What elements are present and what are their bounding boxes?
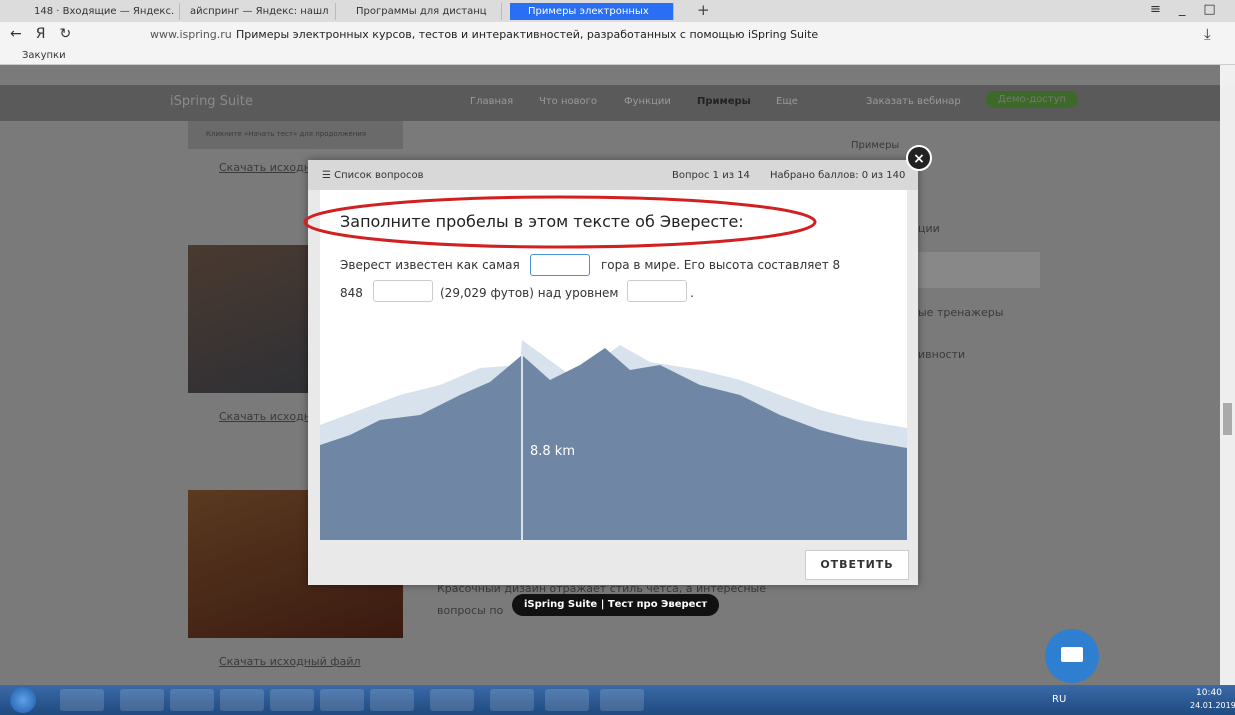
task[interactable] [270,689,314,711]
task[interactable] [430,689,474,711]
bookmark[interactable]: Закупки [22,50,66,61]
quiz-header: ☰ Список вопросов Вопрос 1 из 14 Набрано… [308,160,918,190]
side-text: ции [918,222,940,235]
description: вопросы по [437,604,503,617]
task[interactable] [545,689,589,711]
score: Набрано баллов: 0 из 140 [770,170,905,181]
nav-link[interactable]: Главная [470,96,513,107]
nav-link[interactable]: Еще [776,96,798,107]
site-header: iSpring Suite Главная Что нового Функции… [0,85,1220,121]
tab[interactable]: Примеры электронных [510,3,674,20]
download-button[interactable]: ⤓ [1204,25,1211,43]
side-text: Примеры [851,140,899,151]
logo[interactable]: iSpring Suite [170,94,253,109]
tab-bar: 148 · Входящие — Яндекс. айспринг — Янде… [0,0,1235,22]
text-part: гора в мире. Его высота составляет 8 [601,258,840,272]
height-label: 8.8 km [530,444,575,459]
screen: {"browser": {"tabs": ["148 · Входящие — … [0,0,1235,715]
side-highlight [918,252,1040,288]
task[interactable] [60,689,104,711]
task[interactable] [170,689,214,711]
new-tab[interactable]: + [697,1,710,19]
side-text: ивности [918,348,965,361]
hint: Кликните «Начать тест» для продолжения [206,130,366,138]
questions-list-label: Список вопросов [334,170,423,181]
task[interactable] [490,689,534,711]
taskbar: RU 10:40 24.01.2019 [0,685,1235,715]
blank-input[interactable] [627,280,687,302]
page-title: Примеры электронных курсов, тестов и инт… [236,28,818,41]
task[interactable] [320,689,364,711]
hint-box: Кликните «Начать тест» для продолжения [188,121,403,149]
text-part: . [690,286,694,300]
nav-buttons[interactable]: ←Я↻ [10,26,85,42]
task[interactable] [220,689,264,711]
nav-link[interactable]: Примеры [697,96,751,107]
tab[interactable]: 148 · Входящие — Яндекс. [16,3,180,20]
tab[interactable]: Программы для дистанц [338,3,502,20]
date: 24.01.2019 [1190,701,1235,710]
time: 10:40 [1196,688,1222,698]
start-button[interactable] [10,687,36,713]
task[interactable] [120,689,164,711]
question: Заполните пробелы в этом тексте об Эвере… [340,212,744,231]
tooltip: iSpring Suite | Тест про Эверест [512,594,719,616]
scrollbar [1220,85,1235,685]
nav-link[interactable]: Функции [624,96,671,107]
blank-input[interactable] [530,254,590,276]
blank-input[interactable] [373,280,433,302]
nav-link[interactable]: Что нового [539,96,597,107]
tab[interactable]: айспринг — Яндекс: нашл [172,3,336,20]
quiz-modal: ☰ Список вопросов Вопрос 1 из 14 Набрано… [308,160,918,585]
text-part: (29,029 футов) над уровнем [440,286,618,300]
quiz-body: Заполните пробелы в этом тексте об Эвере… [320,190,907,540]
side-text: ые тренажеры [918,306,1003,319]
mountain [320,348,907,540]
task[interactable] [600,689,644,711]
mountain-image: 8.8 km [320,340,907,540]
text-part: Эверест известен как самая [340,258,520,272]
nav-link[interactable]: Заказать вебинар [866,96,961,107]
address-bar: ←Я↻ www.ispring.ru Примеры электронных к… [0,22,1235,48]
progress: Вопрос 1 из 14 [672,170,750,181]
task[interactable] [370,689,414,711]
language[interactable]: RU [1052,694,1066,705]
download-link[interactable]: Скачать исходный файл [219,655,361,668]
questions-list[interactable]: ☰ Список вопросов [322,170,424,181]
window-controls[interactable]: ≡_□× [1150,2,1235,17]
url[interactable]: www.ispring.ru [150,28,232,41]
demo-button[interactable]: Демо-доступ [986,91,1078,108]
scroll-thumb[interactable] [1223,403,1232,435]
submit-button[interactable]: ОТВЕТИТЬ [805,550,909,580]
text-part: 848 [340,286,363,300]
bookmarks-bar: Закупки [0,48,1235,65]
